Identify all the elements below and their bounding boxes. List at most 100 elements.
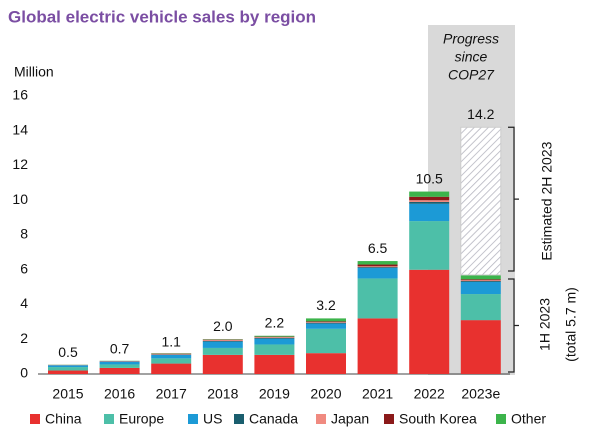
highlight-label: Progress bbox=[443, 31, 499, 47]
y-tick-label: 4 bbox=[20, 295, 28, 311]
bar-segment bbox=[409, 191, 450, 197]
y-tick-label: 14 bbox=[12, 121, 28, 137]
bar-segment bbox=[48, 370, 88, 374]
bar-segment bbox=[254, 344, 295, 355]
bar-segment bbox=[202, 340, 243, 342]
total-label: 3.2 bbox=[316, 297, 336, 313]
bar-segment bbox=[357, 267, 398, 269]
x-tick-label: 2023e bbox=[461, 386, 500, 402]
legend-label: Canada bbox=[249, 411, 298, 427]
bar-segment bbox=[357, 278, 398, 319]
bar-segment bbox=[202, 354, 243, 374]
bar-segment bbox=[460, 320, 501, 374]
bar-segment bbox=[254, 335, 295, 337]
bar-segment bbox=[202, 341, 243, 348]
bar-segment bbox=[460, 279, 501, 281]
legend-label: Japan bbox=[331, 411, 369, 427]
bracket bbox=[508, 126, 519, 272]
legend-swatch bbox=[316, 414, 326, 424]
bar-segment bbox=[409, 196, 450, 201]
first-half-label: 1H 2023 bbox=[537, 298, 553, 351]
bar-segment bbox=[254, 336, 295, 338]
bar-segment bbox=[409, 203, 450, 222]
y-axis-label: Million bbox=[14, 64, 54, 80]
bar-segment bbox=[357, 261, 398, 265]
bar-segment bbox=[99, 364, 140, 368]
bar-segment bbox=[306, 323, 346, 329]
bar-segment bbox=[357, 264, 398, 267]
x-tick-label: 2021 bbox=[362, 386, 393, 402]
highlight-label: since bbox=[455, 49, 488, 65]
total-label: 0.7 bbox=[110, 341, 130, 357]
legend-swatch bbox=[234, 414, 244, 424]
legend-label: South Korea bbox=[399, 411, 477, 427]
x-tick-label: 2022 bbox=[414, 386, 445, 402]
y-tick-label: 0 bbox=[20, 365, 28, 381]
bar-segment bbox=[460, 274, 501, 280]
total-label: 2.2 bbox=[265, 314, 285, 330]
bar-segment bbox=[254, 337, 295, 338]
bar-segment bbox=[409, 201, 450, 204]
total-label: 2.0 bbox=[213, 318, 233, 334]
y-tick-label: 8 bbox=[20, 226, 28, 242]
y-tick-label: 10 bbox=[12, 191, 28, 207]
bar-segment bbox=[202, 347, 243, 355]
legend-label: Other bbox=[511, 411, 546, 427]
bar-segment bbox=[306, 353, 346, 374]
y-tick-label: 2 bbox=[20, 330, 28, 346]
legend-swatch bbox=[188, 414, 198, 424]
bar-segment bbox=[151, 353, 192, 355]
total-label: 14.2 bbox=[467, 106, 494, 122]
bar-segment bbox=[306, 328, 346, 354]
bar-segment bbox=[99, 361, 140, 365]
legend-swatch bbox=[30, 414, 40, 424]
bar-segment bbox=[202, 339, 243, 341]
highlight-label: COP27 bbox=[448, 67, 495, 83]
bar-segment bbox=[306, 322, 346, 323]
bar-segment bbox=[460, 280, 501, 282]
chart-title: Global electric vehicle sales by region bbox=[8, 7, 316, 26]
bar-segment bbox=[254, 338, 295, 345]
bar-segment bbox=[151, 358, 192, 364]
bar-segment bbox=[306, 321, 346, 323]
y-tick-label: 6 bbox=[20, 260, 28, 276]
bar-segment bbox=[306, 318, 346, 322]
legend-swatch bbox=[384, 414, 394, 424]
estimate-bar bbox=[460, 126, 502, 276]
legend-swatch bbox=[496, 414, 506, 424]
bar-segment bbox=[151, 354, 192, 359]
x-tick-label: 2020 bbox=[310, 386, 341, 402]
bar-segment bbox=[48, 365, 88, 368]
bar-segment bbox=[460, 281, 501, 295]
x-tick-label: 2015 bbox=[52, 386, 83, 402]
bar-segment bbox=[99, 367, 140, 374]
x-tick-label: 2018 bbox=[207, 386, 238, 402]
bar-segment bbox=[151, 363, 192, 374]
total-label: 10.5 bbox=[416, 170, 443, 186]
bracket bbox=[508, 278, 519, 373]
bar-segment bbox=[306, 322, 346, 324]
y-tick-label: 16 bbox=[12, 87, 28, 103]
x-tick-label: 2019 bbox=[259, 386, 290, 402]
total-label: 1.1 bbox=[161, 334, 181, 350]
x-tick-label: 2016 bbox=[104, 386, 135, 402]
bar-segment bbox=[460, 281, 501, 282]
y-tick-label: 12 bbox=[12, 156, 28, 172]
legend-label: China bbox=[45, 411, 82, 427]
legend-label: US bbox=[203, 411, 222, 427]
bar-segment bbox=[254, 354, 295, 374]
first-half-label: (total 5.7 m) bbox=[563, 287, 579, 362]
bar-segment bbox=[460, 294, 501, 321]
x-tick-label: 2017 bbox=[156, 386, 187, 402]
bar-segment bbox=[357, 266, 398, 268]
legend-label: Europe bbox=[119, 411, 164, 427]
legend-swatch bbox=[104, 414, 114, 424]
total-label: 6.5 bbox=[368, 240, 388, 256]
bar-segment bbox=[409, 221, 450, 270]
bar-segment bbox=[357, 318, 398, 374]
bar-segment bbox=[409, 200, 450, 202]
bar-segment bbox=[409, 269, 450, 374]
estimate-label: Estimated 2H 2023 bbox=[539, 141, 555, 260]
bar-segment bbox=[357, 268, 398, 279]
